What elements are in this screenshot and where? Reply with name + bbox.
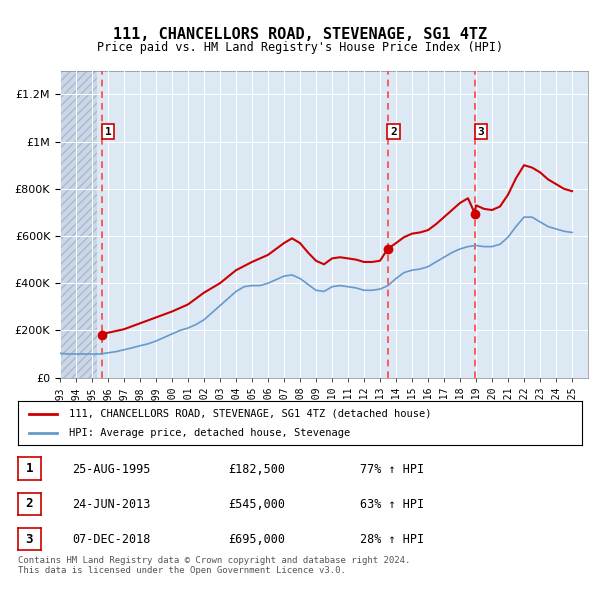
Text: 63% ↑ HPI: 63% ↑ HPI	[360, 498, 424, 511]
Text: 28% ↑ HPI: 28% ↑ HPI	[360, 533, 424, 546]
Text: 1: 1	[105, 126, 112, 136]
Text: Contains HM Land Registry data © Crown copyright and database right 2024.
This d: Contains HM Land Registry data © Crown c…	[18, 556, 410, 575]
Text: 77% ↑ HPI: 77% ↑ HPI	[360, 463, 424, 476]
Text: 111, CHANCELLORS ROAD, STEVENAGE, SG1 4TZ (detached house): 111, CHANCELLORS ROAD, STEVENAGE, SG1 4T…	[69, 409, 431, 418]
Text: Price paid vs. HM Land Registry's House Price Index (HPI): Price paid vs. HM Land Registry's House …	[97, 41, 503, 54]
Text: £545,000: £545,000	[228, 498, 285, 511]
Text: 1: 1	[26, 462, 33, 475]
Text: 3: 3	[477, 126, 484, 136]
Text: 25-AUG-1995: 25-AUG-1995	[72, 463, 151, 476]
Text: 24-JUN-2013: 24-JUN-2013	[72, 498, 151, 511]
Text: £182,500: £182,500	[228, 463, 285, 476]
Text: 2: 2	[26, 497, 33, 510]
Text: £695,000: £695,000	[228, 533, 285, 546]
Text: 2: 2	[390, 126, 397, 136]
Text: 3: 3	[26, 533, 33, 546]
Text: 07-DEC-2018: 07-DEC-2018	[72, 533, 151, 546]
Text: 111, CHANCELLORS ROAD, STEVENAGE, SG1 4TZ: 111, CHANCELLORS ROAD, STEVENAGE, SG1 4T…	[113, 27, 487, 41]
Text: HPI: Average price, detached house, Stevenage: HPI: Average price, detached house, Stev…	[69, 428, 350, 438]
